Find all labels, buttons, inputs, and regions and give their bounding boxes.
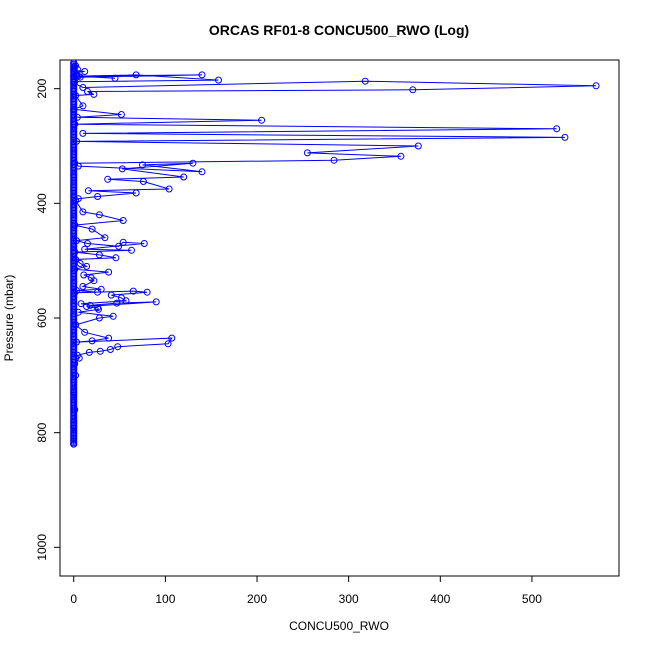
data-point bbox=[119, 238, 127, 246]
data-point bbox=[112, 254, 120, 262]
data-point bbox=[198, 168, 206, 176]
data-point bbox=[105, 268, 113, 276]
data-point bbox=[81, 68, 89, 75]
data-point bbox=[79, 129, 87, 137]
data-point bbox=[109, 312, 117, 320]
data-point bbox=[115, 242, 123, 250]
data-point bbox=[303, 149, 311, 157]
data-point bbox=[111, 74, 119, 82]
data-point bbox=[198, 71, 206, 79]
data-point bbox=[168, 334, 176, 342]
x-axis: 0 100 200 300 400 500 bbox=[70, 575, 542, 606]
series-line bbox=[72, 62, 597, 445]
data-point bbox=[88, 225, 96, 233]
data-point bbox=[165, 185, 173, 193]
data-point bbox=[152, 298, 160, 306]
data-point bbox=[77, 300, 85, 308]
data-point bbox=[414, 142, 422, 150]
data-point bbox=[79, 84, 87, 91]
data-point bbox=[119, 217, 127, 224]
x-tick-label: 500 bbox=[522, 592, 542, 606]
data-point bbox=[104, 175, 112, 183]
data-point bbox=[215, 76, 222, 84]
data-point bbox=[90, 90, 98, 98]
data-point bbox=[95, 211, 103, 219]
series-layer bbox=[70, 60, 600, 448]
y-tick-label: 400 bbox=[35, 193, 49, 213]
series-group bbox=[70, 60, 600, 448]
y-tick-label: 1000 bbox=[35, 534, 49, 561]
plot-area: 0 100 200 300 400 500 200 400 600 800 1000 bbox=[35, 59, 620, 606]
data-point bbox=[94, 193, 102, 200]
data-point bbox=[409, 86, 417, 94]
data-point bbox=[85, 348, 93, 356]
data-point bbox=[84, 187, 92, 195]
y-tick-label: 200 bbox=[35, 78, 49, 98]
data-point bbox=[139, 161, 146, 169]
data-point bbox=[180, 173, 188, 181]
data-point bbox=[79, 208, 87, 216]
data-point bbox=[94, 288, 102, 296]
data-point bbox=[81, 328, 89, 336]
data-point bbox=[140, 240, 148, 247]
data-point bbox=[96, 347, 104, 355]
y-tick-label: 800 bbox=[35, 422, 49, 442]
data-point bbox=[128, 246, 135, 254]
data-point bbox=[561, 133, 569, 141]
x-tick-label: 300 bbox=[339, 592, 359, 606]
data-point bbox=[95, 305, 102, 313]
x-tick-label: 200 bbox=[247, 592, 267, 606]
data-point bbox=[129, 287, 137, 295]
data-point bbox=[139, 178, 147, 185]
data-point bbox=[101, 234, 109, 242]
data-point bbox=[397, 152, 405, 160]
data-point bbox=[118, 165, 126, 173]
data-point bbox=[122, 297, 130, 305]
data-point bbox=[88, 337, 96, 345]
data-point bbox=[95, 251, 103, 259]
data-point bbox=[143, 288, 151, 296]
data-point bbox=[361, 77, 369, 85]
y-axis-title: Pressure (mbar) bbox=[2, 275, 16, 362]
data-point bbox=[84, 88, 91, 95]
x-tick-label: 100 bbox=[155, 592, 175, 606]
data-point bbox=[83, 262, 91, 270]
data-point bbox=[258, 116, 266, 124]
data-point bbox=[132, 71, 140, 79]
data-point bbox=[132, 189, 140, 197]
data-point bbox=[553, 125, 561, 133]
data-point bbox=[95, 314, 103, 322]
data-point bbox=[86, 301, 94, 309]
data-point bbox=[592, 82, 600, 90]
baseline-point bbox=[70, 440, 78, 448]
data-point bbox=[114, 343, 122, 351]
data-point bbox=[117, 111, 125, 118]
data-point bbox=[79, 102, 87, 110]
data-point bbox=[84, 240, 91, 247]
x-tick-label: 400 bbox=[430, 592, 450, 606]
data-point bbox=[81, 245, 89, 253]
data-point bbox=[90, 277, 98, 285]
y-tick-label: 600 bbox=[35, 308, 49, 328]
data-point bbox=[189, 159, 197, 167]
data-point bbox=[107, 291, 115, 299]
data-point bbox=[105, 334, 113, 342]
data-point bbox=[83, 303, 91, 310]
data-point bbox=[79, 283, 87, 290]
data-point bbox=[106, 346, 114, 353]
data-point bbox=[330, 156, 338, 164]
y-axis: 200 400 600 800 1000 bbox=[35, 78, 61, 561]
data-point bbox=[164, 340, 172, 348]
x-axis-title: CONCU500_RWO bbox=[289, 619, 389, 633]
data-point bbox=[113, 299, 121, 307]
data-point bbox=[80, 271, 88, 279]
chart-title: ORCAS RF01-8 CONCU500_RWO (Log) bbox=[209, 22, 469, 38]
x-tick-label: 0 bbox=[70, 592, 77, 606]
